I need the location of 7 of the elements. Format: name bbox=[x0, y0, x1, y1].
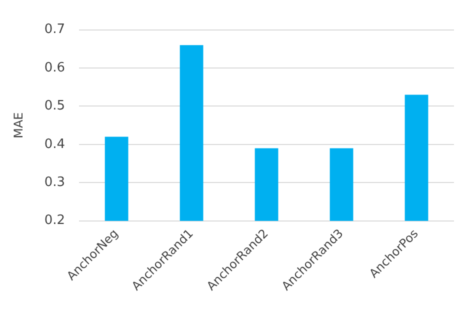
y-tick-label: 0.6 bbox=[44, 60, 66, 76]
y-tick-label: 0.7 bbox=[44, 22, 66, 38]
y-tick-label: 0.3 bbox=[44, 175, 66, 190]
y-tick-label: 0.5 bbox=[44, 98, 66, 114]
y-tick-label: 0.2 bbox=[44, 213, 66, 228]
y-tick-label: 0.4 bbox=[44, 136, 66, 152]
y-axis-title: MAE bbox=[11, 112, 26, 138]
